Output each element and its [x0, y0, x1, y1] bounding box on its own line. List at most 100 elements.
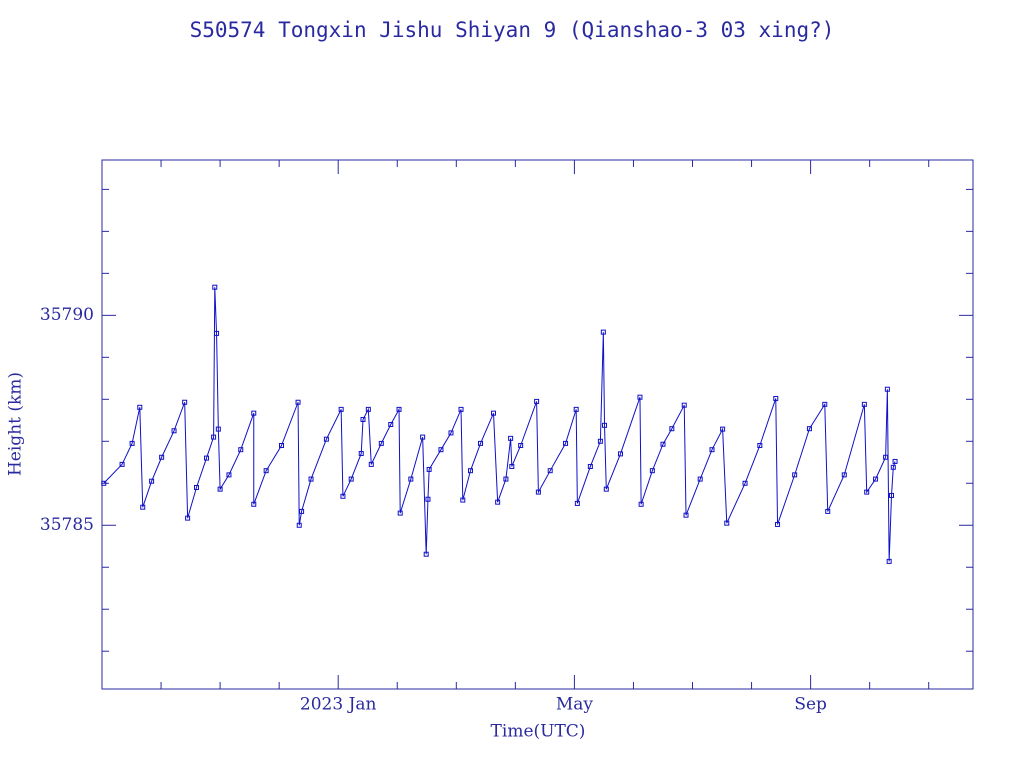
data-point — [211, 434, 217, 440]
data-point — [597, 438, 603, 444]
data-point — [214, 330, 220, 336]
data-point — [159, 454, 165, 460]
data-point — [185, 515, 191, 521]
data-point — [720, 426, 726, 432]
data-point — [338, 406, 344, 412]
data-point — [600, 329, 606, 335]
chart-title: S50574 Tongxin Jishu Shiyan 9 (Qianshao-… — [190, 18, 835, 42]
data-point — [340, 493, 346, 499]
data-point — [892, 458, 898, 464]
data-point — [503, 476, 509, 482]
data-point — [149, 478, 155, 484]
data-point — [460, 497, 466, 503]
plot-frame — [101, 159, 974, 690]
x-tick-label: May — [556, 695, 594, 715]
data-point — [423, 551, 429, 557]
data-point — [535, 489, 541, 495]
data-point — [438, 447, 444, 453]
data-point — [171, 428, 177, 434]
data-point — [547, 468, 553, 474]
data-line — [103, 287, 896, 562]
data-point — [296, 522, 302, 528]
data-point — [238, 447, 244, 453]
data-point — [368, 461, 374, 467]
data-point — [864, 489, 870, 495]
data-point — [825, 508, 831, 514]
data-point — [534, 398, 540, 404]
data-point — [295, 399, 301, 405]
data-point — [587, 463, 593, 469]
data-point — [226, 472, 232, 478]
data-point — [709, 447, 715, 453]
data-point — [886, 558, 892, 564]
data-point — [573, 406, 579, 412]
data-point — [697, 476, 703, 482]
data-point — [757, 442, 763, 448]
data-point — [861, 401, 867, 407]
data-point — [884, 386, 890, 392]
y-tick-label: 35785 — [40, 515, 94, 535]
data-point — [617, 451, 623, 457]
data-point — [478, 440, 484, 446]
data-point — [137, 404, 143, 410]
data-point — [792, 472, 798, 478]
data-point — [890, 464, 896, 470]
data-point — [822, 401, 828, 407]
data-point — [323, 436, 329, 442]
data-point — [204, 455, 210, 461]
data-point — [251, 410, 257, 416]
data-point — [408, 476, 414, 482]
y-tick-label: 35790 — [40, 305, 94, 325]
data-point — [495, 499, 501, 505]
y-axis-label: Height (km) — [6, 372, 26, 476]
data-point — [182, 399, 188, 405]
data-point — [603, 486, 609, 492]
data-point — [724, 520, 730, 526]
data-point — [308, 476, 314, 482]
data-point — [649, 468, 655, 474]
data-point — [883, 454, 889, 460]
data-point — [360, 416, 366, 422]
data-point — [396, 406, 402, 412]
data-point — [217, 486, 223, 492]
data-point — [215, 426, 221, 432]
data-point — [563, 440, 569, 446]
data-point — [681, 402, 687, 408]
data-point — [467, 468, 473, 474]
x-axis-label: Time(UTC) — [491, 722, 586, 742]
data-point — [873, 476, 879, 482]
data-point — [637, 394, 643, 400]
data-point — [518, 442, 524, 448]
x-tick-label: Sep — [794, 695, 827, 715]
data-point — [773, 395, 779, 401]
data-point — [365, 406, 371, 412]
data-point — [263, 468, 269, 474]
data-point — [420, 434, 426, 440]
data-point — [889, 492, 895, 498]
data-point — [806, 426, 812, 432]
data-point — [491, 410, 497, 416]
data-point — [669, 426, 675, 432]
data-point — [660, 441, 666, 447]
data-point — [397, 510, 403, 516]
data-point — [841, 472, 847, 478]
data-point — [251, 501, 257, 507]
data-point — [378, 440, 384, 446]
data-point — [129, 440, 135, 446]
data-point — [683, 512, 689, 518]
x-tick-label: 2023 Jan — [300, 695, 377, 715]
data-point — [742, 480, 748, 486]
data-point — [348, 476, 354, 482]
data-point — [574, 500, 580, 506]
data-point — [101, 480, 107, 486]
data-point — [426, 466, 432, 472]
data-point — [193, 484, 199, 490]
data-point — [358, 450, 364, 456]
data-point — [602, 422, 608, 428]
data-point — [425, 496, 431, 502]
data-point — [140, 504, 146, 510]
data-point — [508, 435, 514, 441]
data-point — [509, 463, 515, 469]
data-point — [299, 508, 305, 514]
